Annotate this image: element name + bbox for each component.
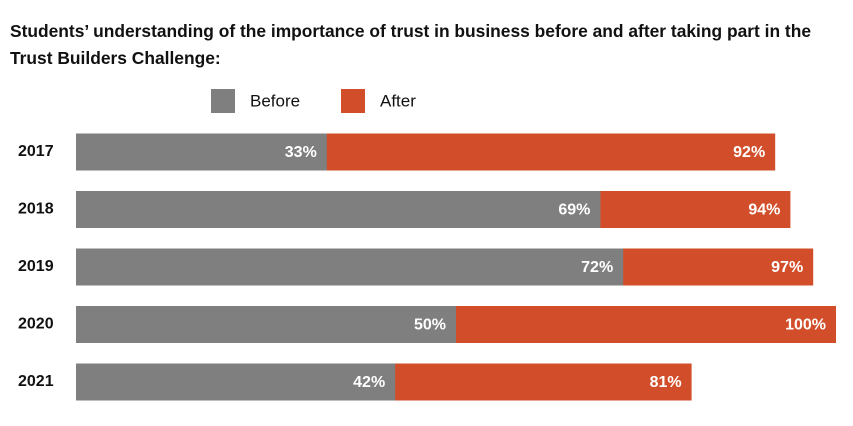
data-label: 69% <box>558 202 590 219</box>
data-label: 100% <box>785 317 826 334</box>
legend-swatch <box>211 89 235 113</box>
data-label: 97% <box>771 259 803 276</box>
y-tick-label: 2018 <box>18 201 54 218</box>
data-label: 42% <box>353 374 385 391</box>
legend-swatch <box>341 89 365 113</box>
bar <box>76 191 601 228</box>
chart-title: Students’ understanding of the importanc… <box>10 21 812 68</box>
y-tick-label: 2017 <box>18 143 54 160</box>
y-tick-label: 2019 <box>18 258 54 275</box>
data-label: 33% <box>285 144 317 161</box>
legend-label: Before <box>250 91 300 110</box>
data-label: 72% <box>581 259 613 276</box>
data-label: 81% <box>650 374 682 391</box>
data-label: 92% <box>733 144 765 161</box>
bar <box>76 306 456 343</box>
y-tick-label: 2020 <box>18 316 54 333</box>
bar <box>76 363 396 401</box>
data-label: 50% <box>414 317 446 334</box>
y-tick-label: 2021 <box>18 373 54 390</box>
bar <box>76 133 327 171</box>
data-label: 94% <box>748 202 780 219</box>
legend-label: After <box>380 91 416 110</box>
bar <box>76 248 624 286</box>
